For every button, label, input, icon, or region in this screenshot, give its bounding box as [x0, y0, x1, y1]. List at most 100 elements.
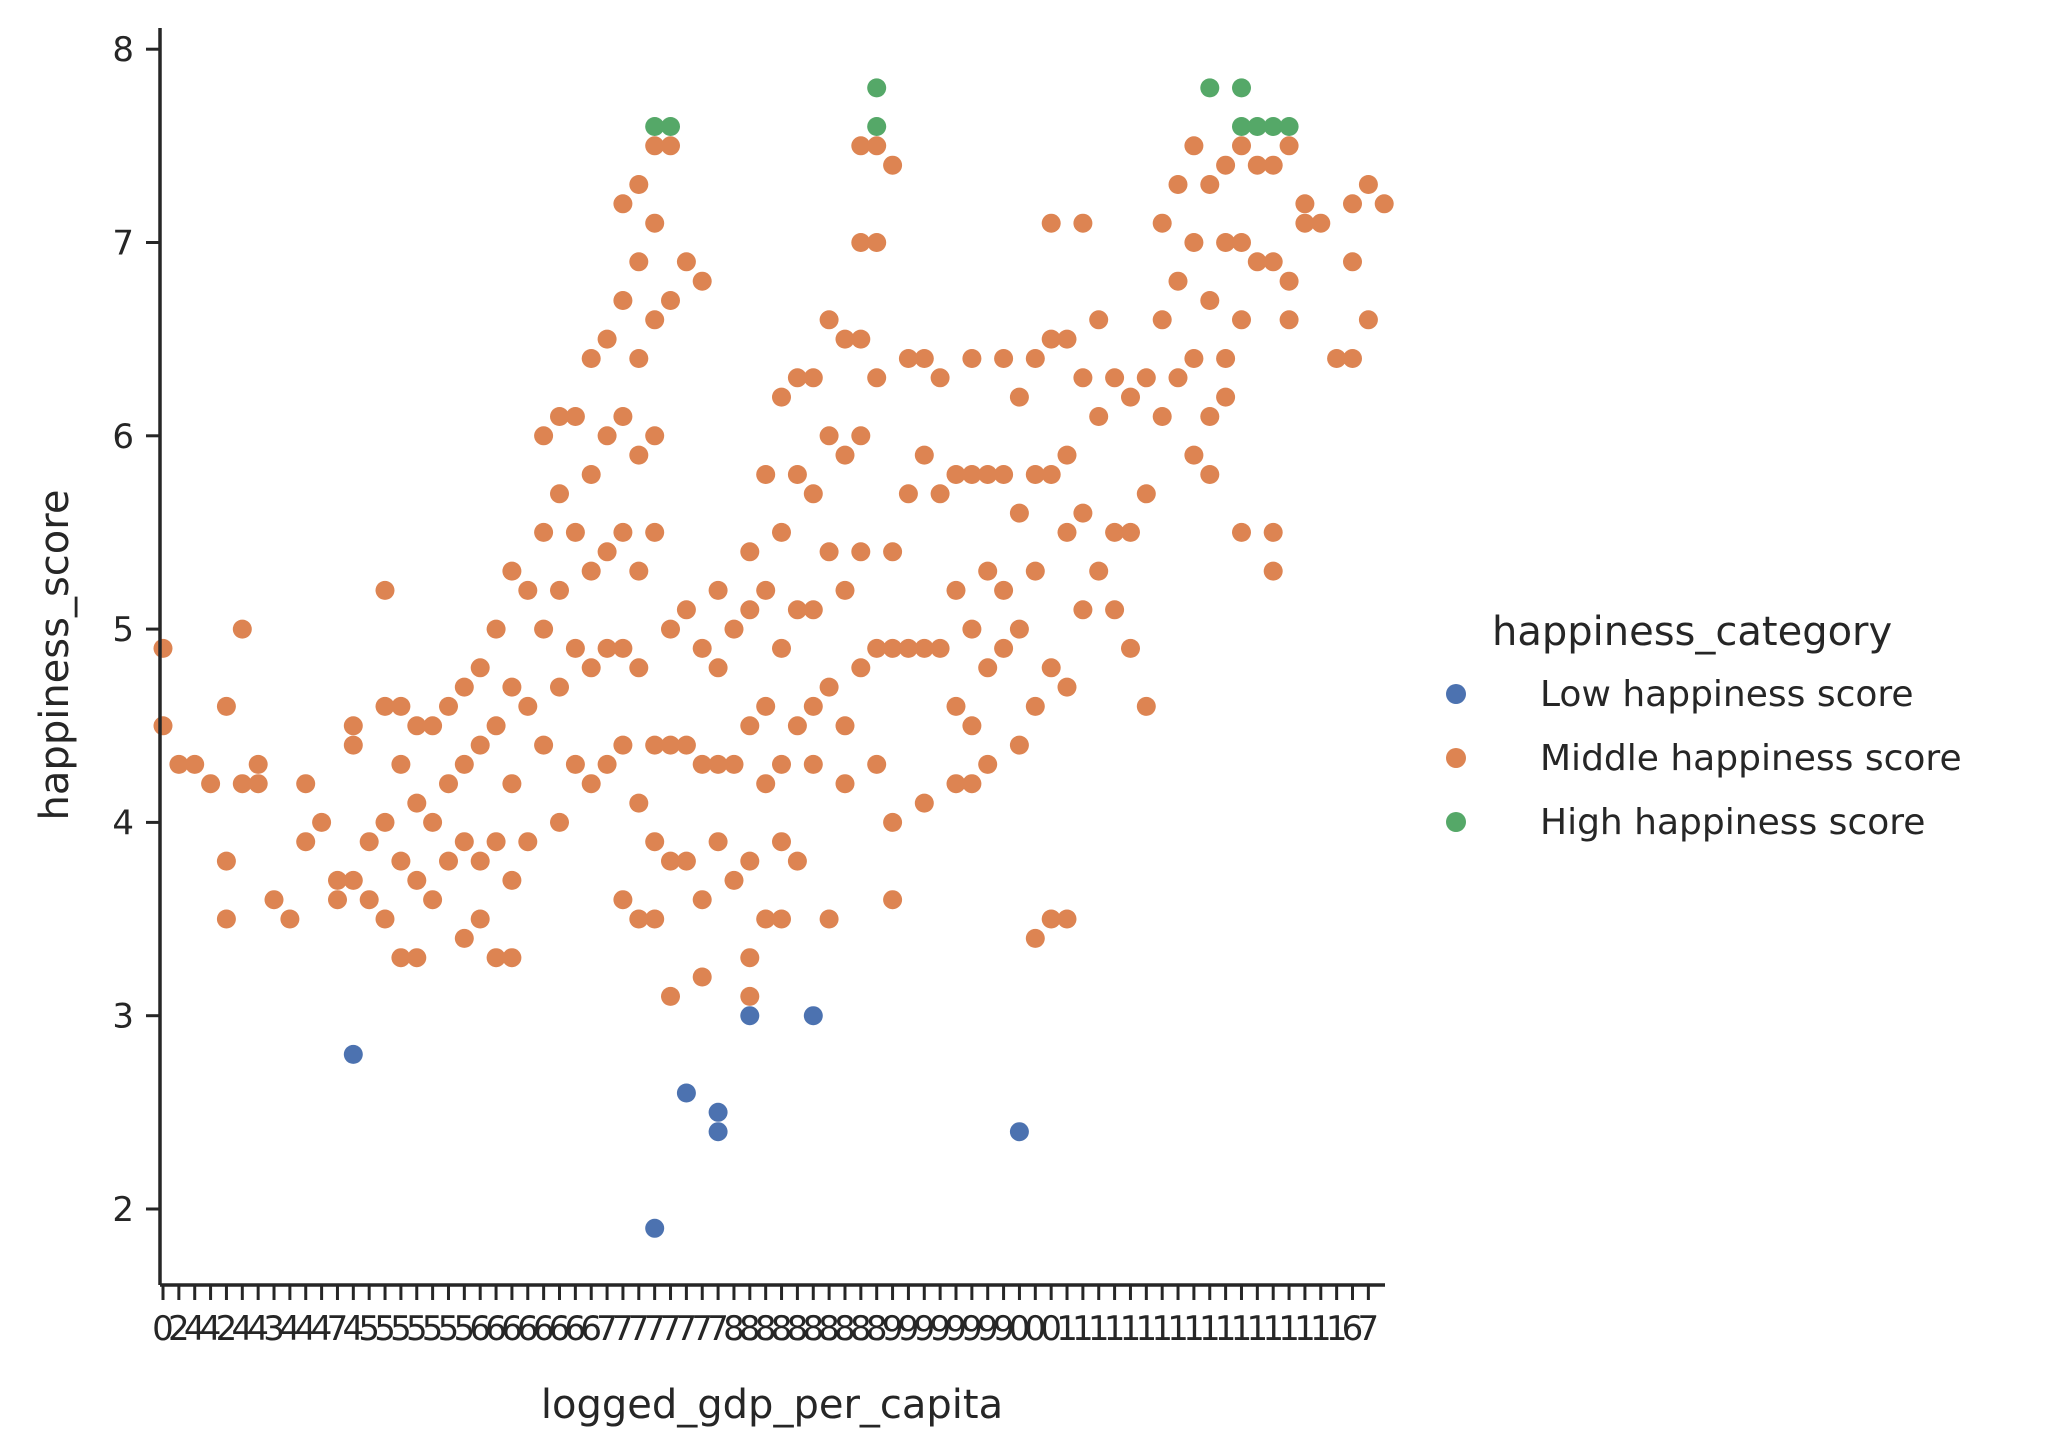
point-middle: [613, 407, 633, 426]
x-tick-label: 1: [1056, 1309, 1078, 1349]
point-middle: [994, 580, 1014, 600]
point-middle: [454, 754, 474, 774]
point-middle: [375, 696, 395, 716]
x-tick-label: 1: [1072, 1309, 1094, 1349]
point-middle: [1073, 600, 1093, 620]
x-tick-label: 5: [358, 1309, 380, 1349]
point-middle: [724, 870, 744, 890]
point-middle: [708, 832, 728, 852]
point-middle: [629, 349, 649, 368]
x-tick-label: 1: [1278, 1309, 1300, 1349]
point-middle: [343, 716, 363, 736]
point-middle: [565, 754, 585, 774]
point-middle: [756, 696, 776, 716]
point-middle: [1184, 233, 1204, 252]
point-middle: [1025, 561, 1045, 581]
point-middle: [1343, 349, 1362, 368]
point-middle: [407, 793, 427, 813]
point-middle: [914, 638, 934, 658]
point-middle: [1025, 696, 1045, 716]
point-middle: [803, 368, 823, 388]
point-middle: [1200, 291, 1220, 310]
point-high: [1279, 117, 1299, 136]
point-middle: [1216, 349, 1236, 368]
x-tick-label: 1: [1120, 1309, 1142, 1349]
point-middle: [1089, 561, 1109, 581]
point-middle: [1216, 233, 1236, 252]
x-tick-label: 2: [216, 1309, 238, 1349]
point-middle: [1168, 271, 1188, 291]
x-tick-label: 7: [707, 1309, 729, 1349]
point-high: [867, 117, 887, 136]
point-middle: [565, 522, 585, 542]
point-middle: [661, 851, 680, 871]
point-middle: [1041, 213, 1061, 233]
point-middle: [914, 349, 934, 368]
x-tick-label: 5: [454, 1309, 476, 1349]
point-middle: [439, 774, 458, 794]
point-middle: [216, 696, 236, 716]
point-middle: [153, 716, 173, 736]
x-tick-label: 6: [533, 1309, 555, 1349]
point-low: [708, 1102, 728, 1122]
point-high: [1200, 78, 1220, 98]
point-middle: [1279, 271, 1299, 291]
point-middle: [1200, 465, 1220, 484]
point-middle: [1279, 310, 1299, 330]
point-middle: [962, 774, 982, 794]
point-middle: [629, 175, 649, 194]
point-middle: [581, 465, 601, 484]
point-middle: [232, 774, 252, 794]
point-middle: [391, 948, 411, 968]
point-middle: [1343, 194, 1362, 214]
x-tick-label: 1: [1231, 1309, 1253, 1349]
point-middle: [1025, 349, 1045, 368]
point-middle: [502, 774, 522, 794]
point-middle: [962, 465, 982, 484]
x-tick-label: 4: [184, 1309, 206, 1349]
x-tick-label: 5: [390, 1309, 412, 1349]
point-middle: [1057, 522, 1077, 542]
point-middle: [883, 638, 903, 658]
point-middle: [518, 696, 538, 716]
point-middle: [328, 870, 347, 890]
y-tick-label: 5: [112, 610, 134, 650]
point-middle: [312, 812, 332, 832]
point-middle: [724, 754, 744, 774]
x-tick-label: 5: [422, 1309, 444, 1349]
x-tick-label: 8: [802, 1309, 824, 1349]
point-middle: [661, 619, 680, 639]
point-middle: [867, 368, 887, 388]
point-middle: [613, 194, 633, 214]
point-middle: [1263, 561, 1283, 581]
x-tick-label: 7: [644, 1309, 666, 1349]
point-middle: [264, 890, 284, 910]
point-middle: [867, 136, 887, 156]
legend-label-high: High happiness score: [1540, 802, 1925, 843]
legend: happiness_category Low happiness score M…: [1446, 609, 1962, 843]
x-tick-label: 1: [1326, 1309, 1348, 1349]
x-tick-label: 4: [295, 1309, 317, 1349]
x-tick-label: 4: [200, 1309, 222, 1349]
x-tick-label: 9: [961, 1309, 983, 1349]
x-tick-label: 5: [406, 1309, 428, 1349]
point-middle: [534, 619, 554, 639]
x-tick-label: 6: [517, 1309, 539, 1349]
point-middle: [470, 851, 490, 871]
y-tick-label: 3: [112, 997, 134, 1037]
point-middle: [502, 561, 522, 581]
point-middle: [676, 252, 696, 272]
point-middle: [772, 387, 791, 407]
point-middle: [518, 580, 538, 600]
point-middle: [1009, 619, 1029, 639]
x-tick-label: 1: [1151, 1309, 1173, 1349]
point-middle: [216, 909, 236, 929]
point-middle: [994, 465, 1014, 484]
x-tick-label: 0: [1009, 1309, 1031, 1349]
point-middle: [470, 658, 490, 678]
point-middle: [645, 909, 665, 929]
point-middle: [1358, 310, 1378, 330]
y-ticks: 2 3 4 5 6 7 8: [112, 30, 160, 1230]
point-middle: [645, 136, 665, 156]
point-middle: [740, 851, 760, 871]
